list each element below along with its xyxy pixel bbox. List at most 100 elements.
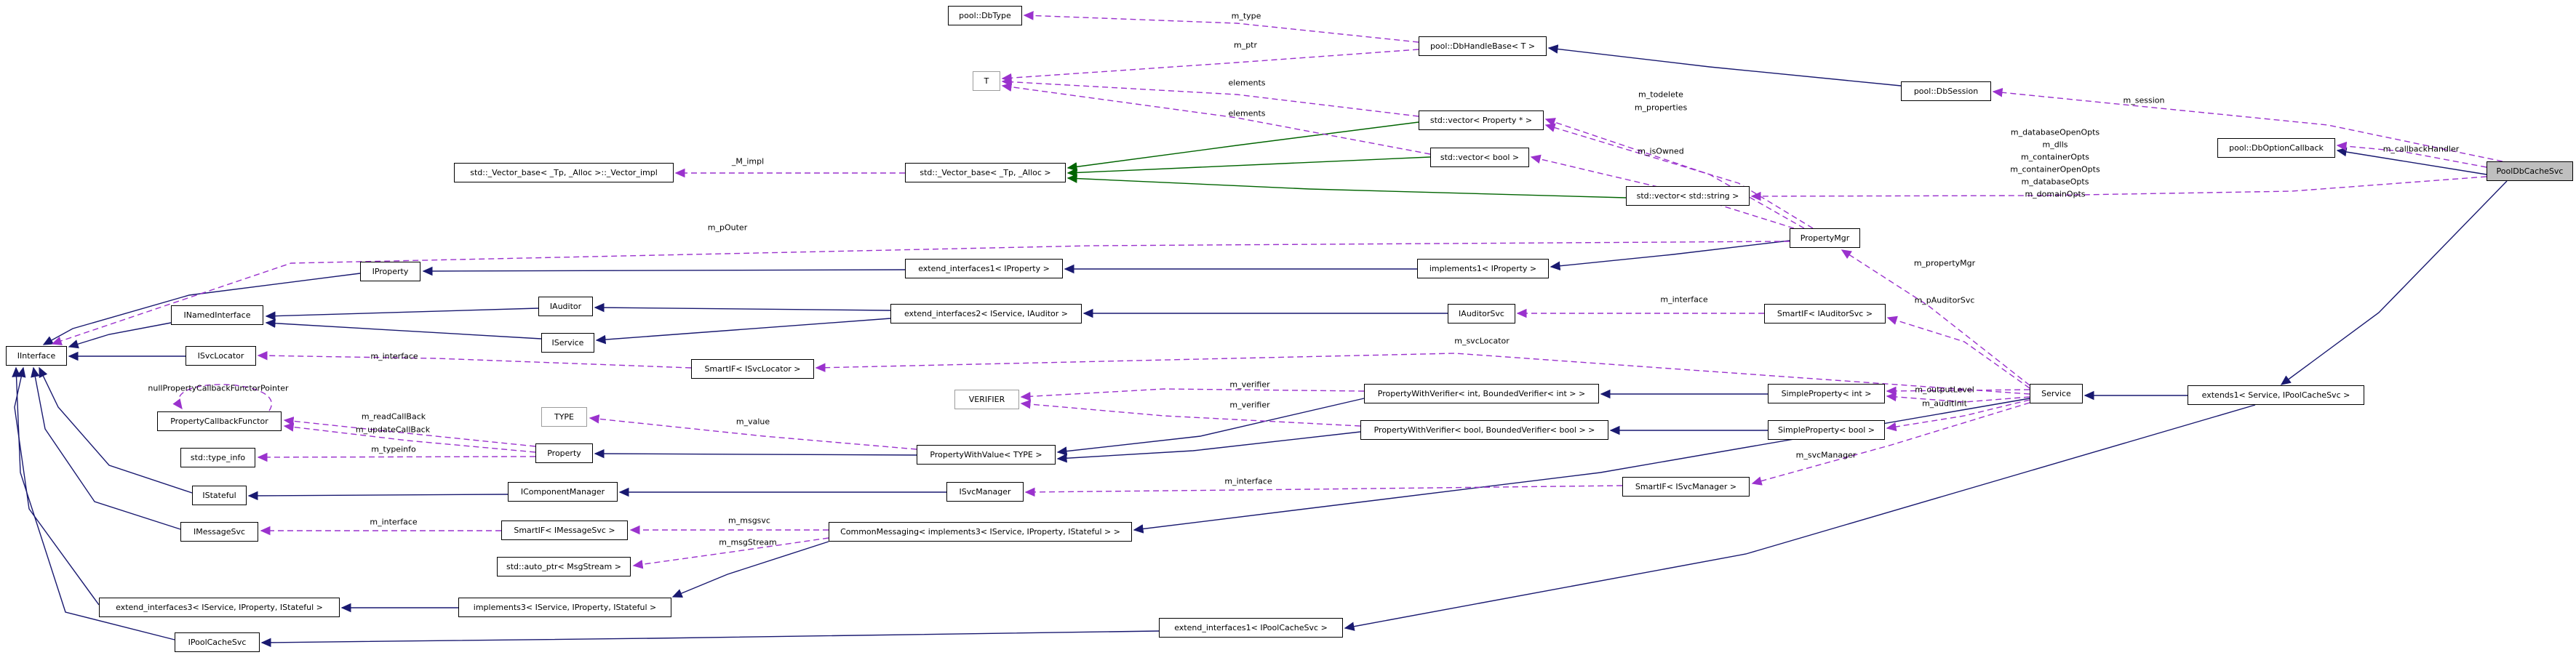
edge-vec_bool-to-t xyxy=(1001,82,1431,155)
edge-label-m-svcmanager: m_svcManager xyxy=(1795,450,1857,460)
edge-icompmgr-to-istateful xyxy=(247,491,509,501)
edge-label-m-pouter: m_pOuter xyxy=(707,222,748,233)
edge-pooldbcachesvc-to-extends1 xyxy=(2280,180,2508,385)
class-node-sp_bool[interactable]: SimpleProperty< bool > xyxy=(1768,420,1885,440)
edge-label-m-properties: m_properties xyxy=(1634,103,1688,113)
class-node-iproperty[interactable]: IProperty xyxy=(360,262,420,281)
edge-pwv_int-to-verifier xyxy=(1020,388,1365,401)
edge-istateful-to-iinterface xyxy=(39,366,193,494)
edge-label-m-msgsvc: m_msgsvc xyxy=(728,515,770,526)
edge-label-m-callbackhandler: m_callbackHandler xyxy=(2382,144,2460,154)
class-node-property[interactable]: Property xyxy=(535,443,593,463)
edge-service-to-smartif_svcmgr xyxy=(1751,402,2030,486)
class-node-service[interactable]: Service xyxy=(2030,384,2083,403)
class-node-pooldbcachesvc[interactable]: PoolDbCacheSvc xyxy=(2487,161,2573,181)
class-node-istateful[interactable]: IStateful xyxy=(192,486,247,505)
edge-label-m-session: m_session xyxy=(2123,95,2165,105)
class-node-dbtype[interactable]: pool::DbType xyxy=(948,6,1022,25)
class-node-sp_int[interactable]: SimpleProperty< int > xyxy=(1768,384,1885,403)
edge-smartif_svcmgr-to-isvcmgr xyxy=(1024,485,1623,497)
class-node-impl1_iprop[interactable]: implements1< IProperty > xyxy=(1417,259,1549,278)
class-node-inamed[interactable]: INamedInterface xyxy=(171,305,263,325)
class-node-ext1_ipool[interactable]: extend_interfaces1< IPoolCacheSvc > xyxy=(1159,618,1343,638)
edge-label-m-auditinit: m_auditInit xyxy=(1922,398,1967,409)
class-node-dbsession[interactable]: pool::DbSession xyxy=(1901,81,1991,101)
edge-pwvalue-to-property xyxy=(594,449,917,459)
edge-commonmsg-to-autoptr xyxy=(632,537,829,569)
edge-propertymgr-to-iinterface xyxy=(51,241,1790,345)
class-node-extends1[interactable]: extends1< Service, IPoolCacheSvc > xyxy=(2188,385,2364,405)
class-node-vec_prop[interactable]: std::vector< Property * > xyxy=(1419,110,1544,130)
class-node-propertymgr[interactable]: PropertyMgr xyxy=(1790,228,1860,248)
class-node-smartif_auditorsvc[interactable]: SmartIF< IAuditorSvc > xyxy=(1764,304,1886,324)
class-node-verifier[interactable]: VERIFIER xyxy=(954,390,1019,409)
class-node-imsgsvc[interactable]: IMessageSvc xyxy=(180,522,258,542)
edge-property-to-pcf xyxy=(283,422,536,453)
class-node-ext3[interactable]: extend_interfaces3< IService, IProperty,… xyxy=(99,598,340,617)
edge-iservice-to-inamed xyxy=(265,318,542,339)
edge-iauditor-to-inamed xyxy=(265,308,539,321)
class-node-isvclocator[interactable]: ISvcLocator xyxy=(186,346,256,366)
edge-propertymgr-to-vec_prop xyxy=(1544,123,1814,229)
class-node-impl3[interactable]: implements3< IService, IProperty, IState… xyxy=(458,598,671,617)
edge-label-m-containeropenopts: m_containerOpenOpts xyxy=(2010,164,2100,174)
class-node-ext1_iprop[interactable]: extend_interfaces1< IProperty > xyxy=(905,259,1063,278)
class-node-isvcmgr[interactable]: ISvcManager xyxy=(946,482,1024,502)
edge-label-m-interface: m_interface xyxy=(370,517,418,527)
class-node-dboptcb[interactable]: pool::DbOptionCallback xyxy=(2217,138,2335,158)
edge-label-m-interface: m_interface xyxy=(370,351,418,361)
class-node-pwvalue[interactable]: PropertyWithValue< TYPE > xyxy=(917,445,1056,465)
class-node-ext2[interactable]: extend_interfaces2< IService, IAuditor > xyxy=(890,304,1082,324)
edge-label-m-msgstream: m_msgStream xyxy=(719,537,777,547)
edge-service-to-propertymgr xyxy=(1841,249,2030,386)
edge-label-m-value: m_value xyxy=(735,417,770,427)
class-node-pwv_bool[interactable]: PropertyWithVerifier< bool, BoundedVerif… xyxy=(1360,420,1608,440)
edge-imsgsvc-to-iinterface xyxy=(31,366,181,530)
edge-label-m-propertymgr: m_propertyMgr xyxy=(1913,258,1976,268)
class-node-type[interactable]: TYPE xyxy=(541,407,587,427)
edge-vec_str-to-vecbase xyxy=(1066,174,1627,198)
class-node-typeinfo[interactable]: std::type_info xyxy=(180,448,255,467)
edge-pwvalue-to-type xyxy=(589,414,917,450)
edge-label-m-ptr: m_ptr xyxy=(1233,40,1258,50)
class-node-iauditorsvc[interactable]: IAuditorSvc xyxy=(1448,304,1515,324)
edge-vec_prop-to-t xyxy=(1001,77,1419,117)
class-node-ipoolcachesvc[interactable]: IPoolCacheSvc xyxy=(175,632,260,652)
edge-smartif_svclocator-to-isvclocator xyxy=(257,350,692,369)
edge-ext2-to-iservice xyxy=(595,318,891,345)
edge-extends1-to-ext1_ipool xyxy=(1344,404,2256,631)
class-node-smartif_svclocator[interactable]: SmartIF< ISvcLocator > xyxy=(691,359,814,379)
class-node-vecimpl[interactable]: std::_Vector_base< _Tp, _Alloc >::_Vecto… xyxy=(454,163,674,182)
edge-label-m-svclocator: m_svcLocator xyxy=(1454,336,1510,346)
class-node-t[interactable]: T xyxy=(973,71,1000,91)
class-node-smartif_msgsvc[interactable]: SmartIF< IMessageSvc > xyxy=(501,521,628,540)
edge-propertymgr-to-vec_prop xyxy=(1544,118,1805,229)
edge-pooldbcachesvc-to-dboptcb xyxy=(2336,141,2487,168)
class-node-commonmsg[interactable]: CommonMessaging< implements3< IService, … xyxy=(829,522,1132,542)
class-node-vecbase[interactable]: std::_Vector_base< _Tp, _Alloc > xyxy=(905,163,1066,182)
class-node-vec_bool[interactable]: std::vector< bool > xyxy=(1430,148,1529,167)
edge-pooldbcachesvc-to-dbsession xyxy=(1992,87,2503,162)
edge-label-m-typeinfo: m_typeinfo xyxy=(371,444,416,454)
class-node-dbhandlebase[interactable]: pool::DbHandleBase< T > xyxy=(1419,36,1547,56)
edge-service-to-sp_int xyxy=(1886,386,2030,396)
edge-label-m-databaseopts: m_databaseOpts xyxy=(2021,177,2089,187)
class-node-smartif_svcmgr[interactable]: SmartIF< ISvcManager > xyxy=(1622,477,1750,497)
class-node-vec_str[interactable]: std::vector< std::string > xyxy=(1626,186,1750,206)
class-node-iservice[interactable]: IService xyxy=(541,333,594,353)
class-node-icompmgr[interactable]: IComponentManager xyxy=(508,482,618,502)
edge-label-m-interface: m_interface xyxy=(1224,476,1272,486)
edge-dbsession-to-dbhandlebase xyxy=(1547,44,1902,87)
class-node-iinterface[interactable]: IInterface xyxy=(6,346,67,366)
edge-label-m-verifier: m_verifier xyxy=(1229,379,1270,390)
edge-label-m-interface: m_interface xyxy=(1660,294,1708,305)
edge-propertymgr-to-impl1_iprop xyxy=(1550,240,1790,270)
edge-pwv_int-to-pwvalue xyxy=(1056,398,1365,456)
edge-ext1_iprop-to-iproperty xyxy=(422,266,906,276)
class-node-pwv_int[interactable]: PropertyWithVerifier< int, BoundedVerifi… xyxy=(1364,384,1599,403)
class-node-iauditor[interactable]: IAuditor xyxy=(538,297,593,316)
class-node-autoptr[interactable]: std::auto_ptr< MsgStream > xyxy=(497,557,631,576)
edge-label-nullpropertycallbackfunctorpointer: nullPropertyCallbackFunctorPointer xyxy=(148,383,289,393)
class-node-pcf[interactable]: PropertyCallbackFunctor xyxy=(157,411,282,431)
